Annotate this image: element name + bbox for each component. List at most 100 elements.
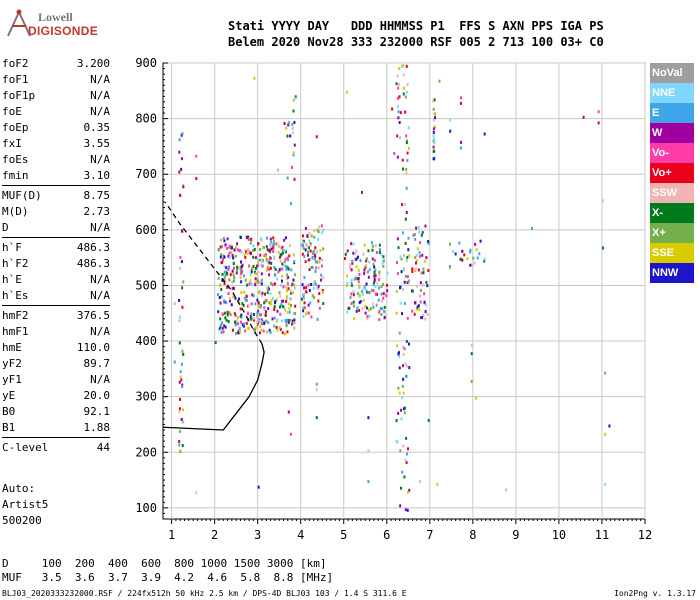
echo-point — [365, 306, 368, 310]
echo-point — [402, 364, 405, 368]
param-label: foE — [2, 105, 22, 118]
echo-point — [180, 362, 183, 366]
legend-item: Vo- — [650, 143, 694, 163]
echo-point — [407, 126, 410, 130]
echo-point — [266, 248, 269, 252]
echo-point — [352, 300, 355, 304]
echo-point — [349, 296, 352, 300]
echo-point — [448, 242, 451, 246]
echo-point — [228, 245, 231, 249]
echo-point — [261, 259, 264, 263]
echo-point — [277, 270, 280, 274]
echo-point — [396, 134, 399, 138]
echo-point — [265, 330, 268, 334]
echo-point — [273, 273, 276, 277]
echo-point — [288, 254, 291, 258]
echo-point — [419, 288, 422, 292]
echo-point — [235, 271, 238, 275]
param-row: yE 20.0 — [2, 388, 110, 404]
echo-point — [293, 120, 296, 124]
echo-point — [293, 286, 296, 290]
echo-point — [302, 239, 305, 243]
echo-point — [320, 278, 323, 282]
echo-point — [257, 485, 260, 489]
auto-program: Artist5 — [2, 498, 49, 511]
echo-point — [405, 211, 408, 215]
echo-point — [274, 267, 277, 271]
echo-point — [252, 317, 255, 321]
echo-point — [303, 306, 306, 310]
echo-point — [225, 318, 228, 322]
param-label: fxI — [2, 137, 22, 150]
echo-point — [283, 260, 286, 264]
echo-point — [405, 171, 408, 175]
echo-point — [281, 279, 284, 283]
param-label: hmF2 — [2, 309, 29, 322]
echo-point — [475, 396, 478, 400]
echo-point — [404, 362, 407, 366]
echo-point — [304, 312, 307, 316]
echo-point — [292, 153, 295, 157]
echo-point — [238, 326, 241, 330]
echo-point — [597, 110, 600, 114]
echo-point — [418, 308, 421, 312]
echo-point — [178, 298, 181, 302]
echo-point — [416, 284, 419, 288]
echo-point — [284, 318, 287, 322]
echo-point — [256, 315, 259, 319]
echo-point — [272, 236, 275, 240]
echo-point — [407, 342, 410, 346]
echo-point — [304, 226, 307, 230]
echo-point — [425, 280, 428, 284]
echo-point — [311, 266, 314, 270]
echo-point — [470, 352, 473, 356]
echo-point — [355, 257, 358, 261]
echo-point — [354, 258, 357, 262]
param-value: N/A — [90, 221, 110, 234]
echo-point — [292, 151, 295, 155]
echo-point — [181, 305, 184, 309]
echo-point — [345, 90, 348, 94]
echo-point — [195, 154, 198, 158]
echo-point — [250, 317, 253, 321]
echo-point — [398, 354, 401, 358]
echo-point — [286, 176, 289, 180]
echo-point — [263, 254, 266, 258]
echo-point — [403, 86, 406, 90]
echo-point — [307, 250, 310, 254]
echo-point — [280, 303, 283, 307]
echo-point — [362, 298, 365, 302]
echo-point — [449, 118, 452, 122]
echo-point — [363, 243, 366, 247]
echo-point — [307, 283, 310, 287]
echo-point — [223, 311, 226, 315]
echo-point — [263, 308, 266, 312]
echo-point — [240, 260, 243, 264]
echo-point — [406, 508, 409, 512]
echo-point — [262, 329, 265, 333]
echo-point — [258, 305, 261, 309]
echo-point — [257, 270, 260, 274]
echo-point — [240, 265, 243, 269]
echo-point — [284, 308, 287, 312]
echo-point — [315, 266, 318, 270]
echo-point — [257, 242, 260, 246]
echo-point — [276, 309, 279, 313]
echo-point — [365, 259, 368, 263]
param-value: 376.5 — [76, 309, 110, 322]
echo-point — [364, 311, 367, 315]
echo-point — [265, 268, 268, 272]
echo-point — [260, 272, 263, 276]
echo-point — [222, 257, 225, 261]
echo-point — [358, 293, 361, 297]
echo-point — [398, 95, 401, 99]
echo-point — [178, 193, 181, 197]
echo-point — [227, 267, 230, 271]
echo-point — [420, 271, 423, 275]
echo-point — [405, 461, 408, 465]
echo-point — [417, 304, 420, 308]
echo-point — [483, 257, 486, 261]
echo-point — [241, 323, 244, 327]
echo-point — [284, 332, 287, 336]
x-tick-label: 6 — [383, 528, 390, 542]
